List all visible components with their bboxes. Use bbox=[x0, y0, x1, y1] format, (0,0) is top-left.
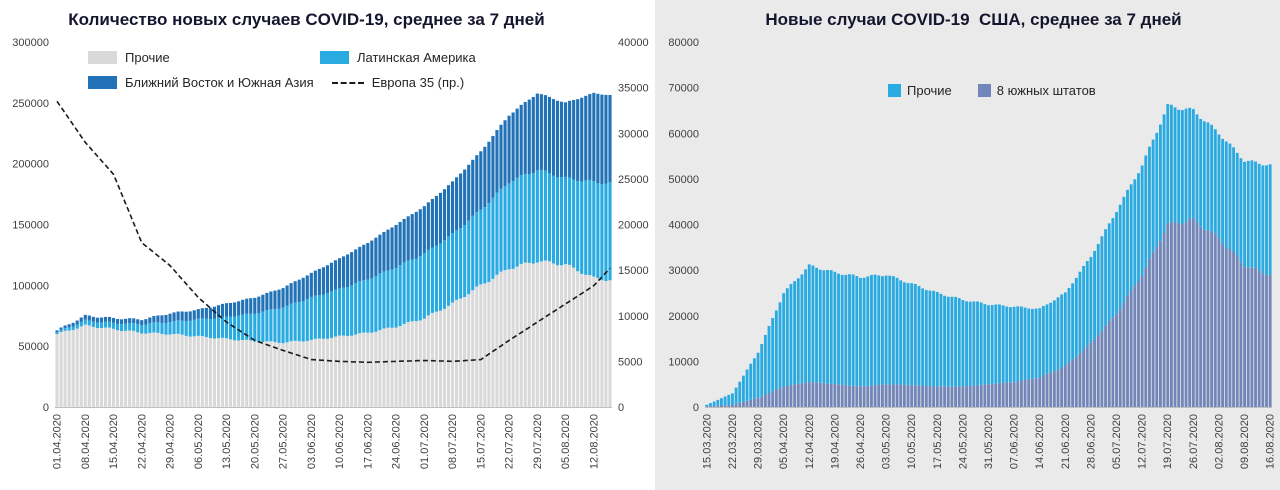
svg-text:17.05.2020: 17.05.2020 bbox=[932, 414, 944, 469]
right-chart-title: Новые случаи COVID-19 США, среднее за 7 … bbox=[765, 10, 1182, 29]
svg-text:20000: 20000 bbox=[668, 311, 699, 323]
svg-text:08.07.2020: 08.07.2020 bbox=[447, 414, 459, 469]
legend-item-latam: Латинская Америка bbox=[320, 50, 476, 65]
svg-text:40000: 40000 bbox=[618, 37, 649, 49]
svg-text:05.04.2020: 05.04.2020 bbox=[778, 414, 790, 469]
legend-swatch-mideast bbox=[88, 76, 117, 89]
svg-text:5000: 5000 bbox=[618, 356, 642, 368]
svg-text:09.08.2020: 09.08.2020 bbox=[1239, 414, 1251, 469]
legend-label-southern-states: 8 южных штатов bbox=[996, 83, 1096, 98]
right-chart-legend: Прочие 8 южных штатов bbox=[888, 83, 1122, 98]
svg-text:20.05.2020: 20.05.2020 bbox=[249, 414, 261, 469]
legend-dash-europe-icon bbox=[331, 81, 364, 84]
svg-text:0: 0 bbox=[693, 402, 699, 414]
svg-text:15.07.2020: 15.07.2020 bbox=[475, 414, 487, 469]
right-chart-canvas: 0 10000 20000 30000 40000 50000 60000 70000 8000… bbox=[668, 37, 1277, 469]
legend-item-southern-states: 8 южных штатов bbox=[977, 83, 1096, 98]
svg-text:100000: 100000 bbox=[12, 280, 49, 292]
svg-text:0: 0 bbox=[43, 402, 49, 414]
svg-text:150000: 150000 bbox=[12, 220, 49, 232]
svg-text:24.05.2020: 24.05.2020 bbox=[957, 414, 969, 469]
svg-text:05.07.2020: 05.07.2020 bbox=[1111, 414, 1123, 469]
legend-label-europe: Европа 35 (пр.) bbox=[371, 75, 465, 90]
legend-swatch-southern-states bbox=[977, 84, 991, 97]
svg-text:22.03.2020: 22.03.2020 bbox=[727, 414, 739, 469]
svg-text:12.08.2020: 12.08.2020 bbox=[588, 414, 600, 469]
svg-text:15000: 15000 bbox=[618, 265, 649, 277]
svg-text:50000: 50000 bbox=[18, 341, 49, 353]
svg-text:12.07.2020: 12.07.2020 bbox=[1137, 414, 1149, 469]
svg-text:19.04.2020: 19.04.2020 bbox=[829, 414, 841, 469]
svg-text:12.04.2020: 12.04.2020 bbox=[804, 414, 816, 469]
legend-swatch-us-others bbox=[888, 84, 901, 97]
right-chart-panel: Новые случаи COVID-19 США, среднее за 7 … bbox=[655, 0, 1280, 490]
legend-label-mideast: Ближний Восток и Южная Азия bbox=[125, 75, 314, 90]
svg-text:50000: 50000 bbox=[668, 174, 699, 186]
svg-text:29.03.2020: 29.03.2020 bbox=[753, 414, 765, 469]
left-chart-title: Количество новых случаев COVID-19, средн… bbox=[68, 10, 545, 29]
legend-label-others: Прочие bbox=[125, 50, 170, 65]
svg-text:60000: 60000 bbox=[668, 128, 699, 140]
svg-text:25000: 25000 bbox=[618, 174, 649, 186]
svg-text:14.06.2020: 14.06.2020 bbox=[1034, 414, 1046, 469]
svg-text:01.07.2020: 01.07.2020 bbox=[419, 414, 431, 469]
svg-text:24.06.2020: 24.06.2020 bbox=[391, 414, 403, 469]
legend-item-mideast: Ближний Восток и Южная Азия bbox=[88, 75, 314, 90]
svg-text:21.06.2020: 21.06.2020 bbox=[1060, 414, 1072, 469]
svg-text:08.04.2020: 08.04.2020 bbox=[80, 414, 92, 469]
svg-text:03.06.2020: 03.06.2020 bbox=[306, 414, 318, 469]
svg-text:80000: 80000 bbox=[668, 37, 699, 49]
svg-text:200000: 200000 bbox=[12, 159, 49, 171]
left-chart-panel: Количество новых случаев COVID-19, средн… bbox=[12, 10, 649, 470]
svg-text:13.05.2020: 13.05.2020 bbox=[221, 414, 233, 469]
legend-swatch-others bbox=[88, 51, 117, 64]
svg-text:27.05.2020: 27.05.2020 bbox=[278, 414, 290, 469]
svg-text:01.04.2020: 01.04.2020 bbox=[52, 414, 64, 469]
legend-item-europe: Европа 35 (пр.) bbox=[331, 75, 465, 90]
svg-text:10000: 10000 bbox=[668, 356, 699, 368]
svg-text:0: 0 bbox=[618, 402, 624, 414]
svg-text:15.04.2020: 15.04.2020 bbox=[108, 414, 120, 469]
svg-text:26.07.2020: 26.07.2020 bbox=[1188, 414, 1200, 469]
svg-text:40000: 40000 bbox=[668, 220, 699, 232]
svg-text:26.04.2020: 26.04.2020 bbox=[855, 414, 867, 469]
svg-text:10000: 10000 bbox=[618, 311, 649, 323]
svg-text:10.06.2020: 10.06.2020 bbox=[334, 414, 346, 469]
legend-label-us-others: Прочие bbox=[907, 83, 952, 98]
svg-text:15.03.2020: 15.03.2020 bbox=[701, 414, 713, 469]
svg-text:31.05.2020: 31.05.2020 bbox=[983, 414, 995, 469]
svg-text:70000: 70000 bbox=[668, 83, 699, 95]
left-chart-legend: Прочие Латинская Америка Ближний Восток … bbox=[88, 50, 476, 100]
svg-text:10.05.2020: 10.05.2020 bbox=[906, 414, 918, 469]
legend-swatch-latam bbox=[320, 51, 349, 64]
svg-text:20000: 20000 bbox=[618, 220, 649, 232]
svg-text:30000: 30000 bbox=[668, 265, 699, 277]
svg-text:300000: 300000 bbox=[12, 37, 49, 49]
svg-text:22.04.2020: 22.04.2020 bbox=[136, 414, 148, 469]
svg-text:06.05.2020: 06.05.2020 bbox=[193, 414, 205, 469]
svg-text:19.07.2020: 19.07.2020 bbox=[1162, 414, 1174, 469]
svg-text:02.08.2020: 02.08.2020 bbox=[1214, 414, 1226, 469]
svg-text:17.06.2020: 17.06.2020 bbox=[362, 414, 374, 469]
svg-text:250000: 250000 bbox=[12, 98, 49, 110]
svg-text:28.06.2020: 28.06.2020 bbox=[1085, 414, 1097, 469]
legend-item-others: Прочие bbox=[88, 50, 320, 65]
svg-text:29.07.2020: 29.07.2020 bbox=[532, 414, 544, 469]
svg-text:22.07.2020: 22.07.2020 bbox=[504, 414, 516, 469]
left-chart-canvas: 0 50000 100000 150000 200000 250000 300000 0 500… bbox=[12, 37, 649, 469]
svg-text:07.06.2020: 07.06.2020 bbox=[1009, 414, 1021, 469]
svg-text:16.08.2020: 16.08.2020 bbox=[1265, 414, 1277, 469]
svg-text:29.04.2020: 29.04.2020 bbox=[165, 414, 177, 469]
svg-text:03.05.2020: 03.05.2020 bbox=[881, 414, 893, 469]
svg-text:35000: 35000 bbox=[618, 83, 649, 95]
svg-text:30000: 30000 bbox=[618, 128, 649, 140]
legend-label-latam: Латинская Америка bbox=[357, 50, 476, 65]
svg-text:05.08.2020: 05.08.2020 bbox=[560, 414, 572, 469]
legend-item-us-others: Прочие bbox=[888, 83, 952, 98]
